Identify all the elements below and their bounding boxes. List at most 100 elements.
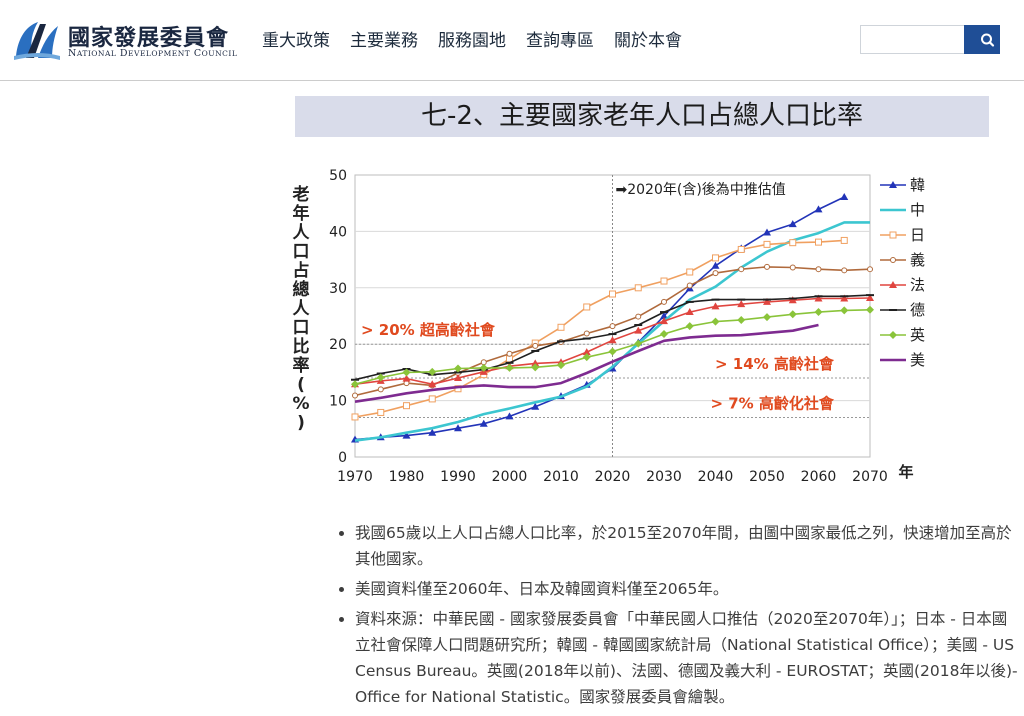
data-point <box>505 363 514 372</box>
data-point <box>402 431 411 439</box>
data-point <box>351 413 359 421</box>
data-point <box>685 322 694 331</box>
data-point <box>428 395 436 403</box>
main-nav: 重大政策 主要業務 服務園地 查詢專區 關於本會 <box>262 26 682 51</box>
x-tick-label: 2000 <box>492 469 528 485</box>
data-point <box>889 331 897 339</box>
data-point <box>428 367 437 376</box>
section-title: 七-2、主要國家老年人口占總人口比率 <box>421 101 863 131</box>
data-point <box>686 268 694 276</box>
legend-entry: 美國 <box>910 351 925 369</box>
series-line <box>354 323 819 403</box>
legend-entry: 義大利 <box>910 251 925 269</box>
legend-entry: 德國 <box>910 301 925 319</box>
y-tick-label: 40 <box>329 224 347 240</box>
legend-entry: 日本 <box>910 226 925 244</box>
data-point <box>788 296 797 304</box>
data-point <box>789 264 796 271</box>
data-point <box>686 282 693 289</box>
search-input[interactable] <box>860 25 968 54</box>
x-axis-label: 年 <box>898 463 913 481</box>
data-point <box>890 257 896 263</box>
x-tick-label: 2040 <box>698 469 734 485</box>
nav-item-search-zone[interactable]: 查詢專區 <box>526 31 594 51</box>
data-point <box>454 424 462 432</box>
logo-chinese-name: 國家發展委員會 <box>68 25 230 51</box>
data-point <box>660 312 668 319</box>
nav-item-major-policies[interactable]: 重大政策 <box>262 31 330 51</box>
y-tick-label: 10 <box>329 394 347 410</box>
note-item: 資料來源：中華民國 - 國家發展委員會「中華民國人口推估（2020至2070年）… <box>355 606 1020 710</box>
data-point <box>557 323 565 331</box>
data-point <box>376 373 385 382</box>
nav-item-services[interactable]: 服務園地 <box>438 31 506 51</box>
data-point <box>609 323 616 330</box>
legend-entry: 中華民國 <box>910 201 925 219</box>
data-point <box>403 402 410 410</box>
site-logo[interactable]: 國家發展委員會 NATIONAL DEVELOPMENT COUNCIL <box>12 16 252 64</box>
search-button[interactable] <box>964 25 1000 54</box>
data-point <box>866 293 874 301</box>
data-point <box>402 368 411 377</box>
data-point <box>889 231 897 239</box>
data-point <box>377 386 384 393</box>
data-point <box>531 363 540 372</box>
search-icon <box>981 33 995 47</box>
series-德國 <box>351 294 874 381</box>
data-point <box>635 313 642 320</box>
threshold-label: > 20% 超高齡社會 <box>361 321 496 339</box>
data-point <box>738 266 745 273</box>
data-point <box>661 298 667 305</box>
data-point <box>840 306 849 315</box>
nav-item-main-business[interactable]: 主要業務 <box>350 31 418 51</box>
data-point <box>685 308 694 316</box>
data-point <box>737 300 746 308</box>
data-point <box>634 339 643 348</box>
data-point <box>531 359 540 367</box>
data-point <box>532 342 539 349</box>
data-point <box>582 353 591 362</box>
data-point <box>763 297 771 305</box>
data-point <box>866 305 874 314</box>
data-point <box>711 302 720 310</box>
data-point <box>764 263 770 270</box>
data-point <box>582 348 591 356</box>
data-point <box>506 350 513 357</box>
data-point <box>428 428 437 436</box>
note-item: 我國65歲以上人口占總人口比率，於2015至2070年間，由圖中國家最低之列，快… <box>355 520 1020 572</box>
ndc-logo-icon <box>14 22 60 60</box>
projection-divider-label: ➡2020年(含)後為中推估值 <box>616 182 786 198</box>
data-point <box>634 284 642 292</box>
data-point <box>841 267 848 274</box>
series-美國 <box>354 323 819 403</box>
nav-item-about[interactable]: 關於本會 <box>614 31 682 51</box>
y-tick-label: 30 <box>329 281 347 297</box>
data-point <box>402 374 411 382</box>
data-point <box>351 380 359 389</box>
data-point <box>763 228 771 236</box>
data-point <box>352 392 358 399</box>
data-point <box>840 192 849 200</box>
data-point <box>634 326 643 334</box>
section-title-bar: 七-2、主要國家老年人口占總人口比率 <box>295 96 989 137</box>
data-point <box>737 245 745 253</box>
x-tick-label: 1970 <box>337 469 373 485</box>
x-tick-label: 1990 <box>440 469 476 485</box>
data-point <box>377 408 385 416</box>
data-point <box>840 294 849 302</box>
logo-english-name: NATIONAL DEVELOPMENT COUNCIL <box>68 48 238 59</box>
data-point <box>711 261 720 269</box>
threshold-label: > 7% 高齡化社會 <box>710 395 834 413</box>
data-point <box>814 205 823 213</box>
search-box <box>860 25 1000 54</box>
data-point <box>583 330 590 337</box>
data-point <box>609 290 616 298</box>
y-tick-label: 0 <box>338 450 347 466</box>
data-point <box>557 361 565 370</box>
data-point <box>867 266 873 273</box>
data-point <box>712 270 719 277</box>
data-point <box>660 330 668 339</box>
series-line <box>354 221 870 442</box>
series-中華民國 <box>354 221 870 442</box>
